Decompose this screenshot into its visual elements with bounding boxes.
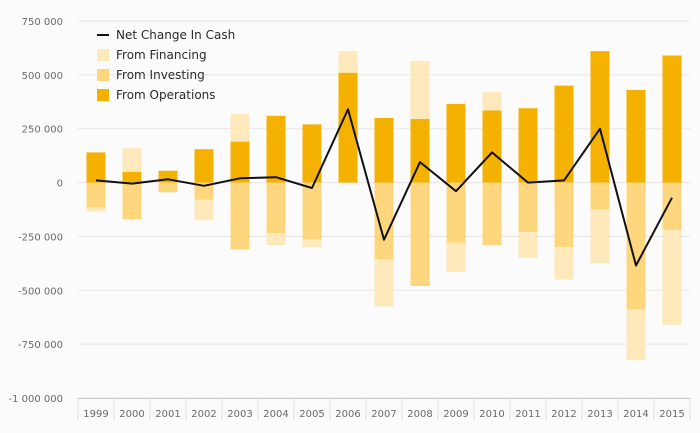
bar-from-investing-2005	[302, 182, 322, 240]
bar-from-financing-2005	[302, 239, 322, 248]
legend-label-from-operations: From Operations	[116, 88, 216, 102]
bar-from-financing-2012	[554, 247, 574, 280]
bar-from-financing-2015	[662, 229, 682, 325]
bar-from-operations-2004	[266, 115, 286, 183]
legend-swatch-from-financing	[97, 49, 109, 61]
bar-from-operations-2006	[338, 72, 358, 183]
bar-from-operations-2005	[302, 124, 322, 183]
y-tick-label: -1 000 000	[8, 394, 63, 405]
x-tick-label: 2010	[479, 409, 504, 420]
bar-from-investing-2004	[266, 182, 286, 234]
x-tick-label: 2008	[407, 409, 432, 420]
bar-from-financing-2007	[374, 259, 394, 307]
bar-from-operations-2001	[158, 170, 178, 183]
x-tick-label: 2000	[119, 409, 144, 420]
bar-from-operations-2015	[662, 55, 682, 183]
x-tick-label: 2014	[623, 409, 648, 420]
bar-from-investing-2002	[194, 182, 214, 200]
bar-from-operations-2008	[410, 119, 430, 183]
bar-from-operations-2000	[122, 171, 142, 183]
bar-from-operations-2002	[194, 149, 214, 183]
y-tick-label: 500 000	[22, 71, 63, 82]
bar-from-investing-2001	[158, 182, 178, 193]
bar-from-financing-2013	[590, 209, 610, 264]
x-tick-label: 2003	[227, 409, 252, 420]
x-tick-label: 2005	[299, 409, 324, 420]
legend-swatch-from-investing	[97, 69, 109, 81]
bar-from-operations-2009	[446, 103, 466, 183]
legend: Net Change In Cash From Financing From Inv…	[97, 28, 235, 102]
bar-from-operations-2010	[482, 110, 502, 183]
y-tick-label: 0	[57, 179, 63, 190]
bar-from-financing-2004	[266, 233, 286, 246]
bar-from-investing-2007	[374, 182, 394, 260]
bar-from-financing-2009	[446, 242, 466, 272]
y-tick-label: 250 000	[22, 125, 63, 136]
bar-from-financing-2010	[482, 92, 502, 111]
bar-from-investing-2011	[518, 182, 538, 233]
legend-label-from-investing: From Investing	[116, 68, 205, 82]
net-change-line	[95, 108, 673, 267]
bar-from-investing-1999	[86, 182, 106, 208]
bar-from-investing-2015	[662, 182, 682, 230]
x-tick-label: 2006	[335, 409, 360, 420]
y-tick-label: -500 000	[18, 286, 63, 297]
x-axis: 1999 2000 2001 2002 2003 2004 2005 2006 2007 2008…	[77, 398, 691, 420]
bar-from-financing-2000	[122, 148, 142, 172]
x-tick-label: 1999	[83, 409, 108, 420]
bar-from-operations-2014	[626, 89, 646, 183]
bar-from-investing-2013	[590, 182, 610, 210]
bar-from-investing-2000	[122, 182, 142, 220]
bar-from-investing-2008	[410, 182, 430, 286]
y-tick-label: -250 000	[18, 232, 63, 243]
x-tick-label: 2012	[551, 409, 576, 420]
bar-from-operations-2007	[374, 117, 394, 183]
bar-from-investing-2009	[446, 182, 466, 243]
y-axis: 750 000 500 000 250 000 0 -250 000 -500 000 -7…	[8, 17, 63, 405]
legend-label-from-financing: From Financing	[116, 48, 207, 62]
bar-from-financing-2002	[194, 199, 214, 221]
bar-from-investing-2014	[626, 182, 646, 310]
bar-from-financing-2003	[230, 113, 250, 142]
y-tick-label: 750 000	[22, 17, 63, 28]
x-tick-label: 2009	[443, 409, 468, 420]
x-tick-label: 2007	[371, 409, 396, 420]
x-tick-label: 2002	[191, 409, 216, 420]
x-tick-label: 2015	[659, 409, 684, 420]
bar-from-financing-2008	[410, 60, 430, 120]
x-tick-label: 2011	[515, 409, 540, 420]
bar-from-financing-2006	[338, 51, 358, 73]
x-tick-label: 2004	[263, 409, 288, 420]
bar-from-financing-2011	[518, 232, 538, 258]
bar-from-operations-2013	[590, 51, 610, 183]
bar-from-financing-2014	[626, 309, 646, 361]
bar-from-financing-1999	[86, 207, 106, 212]
bar-from-operations-2003	[230, 141, 250, 183]
bar-from-investing-2003	[230, 182, 250, 250]
bar-from-operations-2012	[554, 85, 574, 183]
legend-label-net-change-in-cash: Net Change In Cash	[116, 28, 235, 42]
bar-from-operations-2011	[518, 108, 538, 183]
bar-from-investing-2012	[554, 182, 574, 248]
legend-swatch-from-operations	[97, 89, 109, 101]
bar-from-investing-2010	[482, 182, 502, 246]
x-tick-label: 2013	[587, 409, 612, 420]
bar-from-operations-1999	[86, 152, 106, 183]
x-tick-label: 2001	[155, 409, 180, 420]
bars	[86, 51, 682, 361]
net-line	[95, 108, 673, 267]
y-tick-label: -750 000	[18, 340, 63, 351]
